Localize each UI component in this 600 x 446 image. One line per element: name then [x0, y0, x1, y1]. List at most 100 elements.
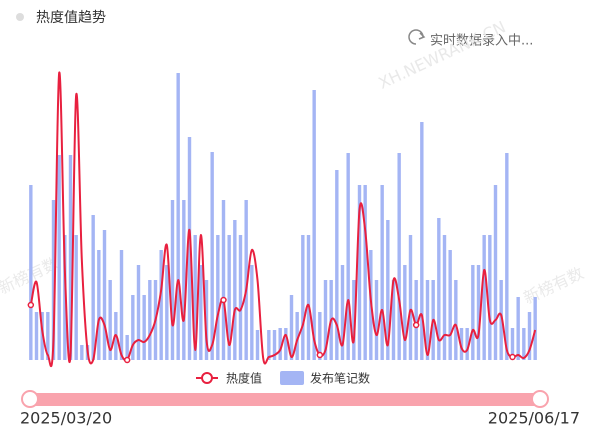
bar — [267, 330, 271, 360]
bar — [91, 215, 95, 360]
bar — [414, 280, 418, 360]
range-end: 2025/06/17 — [488, 409, 580, 428]
legend-label: 发布笔记数 — [310, 371, 370, 386]
bar — [68, 155, 73, 360]
bar — [29, 185, 33, 360]
legend-symbol — [201, 372, 213, 384]
bar — [306, 235, 311, 360]
status-text: 实时数据录入中... — [430, 34, 533, 49]
bar — [159, 250, 163, 360]
bar — [165, 265, 169, 360]
bar — [471, 265, 475, 360]
line-point — [27, 301, 35, 309]
bar — [374, 280, 379, 360]
bar — [244, 200, 248, 360]
bar — [408, 235, 413, 360]
range-slider-track[interactable] — [30, 393, 540, 406]
bar — [363, 185, 367, 360]
bar — [278, 328, 282, 360]
bar — [170, 200, 175, 360]
bar — [442, 235, 447, 360]
bar — [380, 185, 384, 360]
range-slider-handle[interactable] — [531, 390, 549, 408]
bar — [312, 90, 316, 360]
bar — [80, 345, 84, 360]
legend-symbol — [280, 371, 305, 385]
bar — [187, 137, 192, 360]
bar — [448, 250, 452, 360]
line-point — [412, 321, 420, 329]
bar — [522, 328, 526, 360]
bar — [34, 312, 39, 360]
legend-label: 热度值 — [226, 371, 262, 386]
bar — [46, 312, 50, 360]
bar — [289, 295, 294, 360]
bar — [499, 280, 503, 360]
bar — [63, 235, 67, 360]
bar — [459, 328, 464, 360]
bar — [425, 280, 430, 360]
bar — [97, 250, 101, 360]
line-point — [123, 356, 131, 364]
bar — [272, 330, 277, 360]
bar — [74, 235, 78, 360]
bar — [357, 185, 362, 360]
bar — [57, 155, 61, 360]
bar — [142, 295, 146, 360]
bar — [437, 218, 441, 360]
bar — [284, 328, 288, 360]
bar — [465, 328, 469, 360]
bar — [318, 312, 322, 360]
bar — [255, 330, 260, 360]
bar — [420, 122, 424, 360]
bar — [102, 230, 107, 360]
bar — [131, 295, 135, 360]
bar — [493, 185, 498, 360]
line-point — [220, 296, 227, 304]
title-dot — [16, 13, 24, 21]
bar — [510, 328, 515, 360]
bar — [340, 265, 345, 360]
bar — [323, 280, 328, 360]
bar — [193, 235, 197, 360]
bar — [250, 265, 254, 360]
bar — [391, 280, 396, 360]
bar — [119, 250, 124, 360]
status-icon — [408, 29, 426, 45]
line-point — [509, 353, 516, 361]
title: 热度值趋势 — [36, 10, 106, 26]
line-point — [316, 351, 324, 359]
line — [29, 71, 537, 368]
bar — [527, 312, 532, 360]
bar — [204, 280, 209, 360]
bar — [51, 200, 56, 360]
bar — [176, 73, 180, 360]
bar — [136, 265, 141, 360]
bar — [199, 265, 203, 360]
bar — [505, 153, 509, 360]
range-start: 2025/03/20 — [20, 409, 112, 428]
bar — [352, 280, 356, 360]
bar — [476, 265, 481, 360]
bar — [221, 200, 226, 360]
bar — [488, 235, 492, 360]
bar — [148, 280, 152, 360]
watermark: 新榜有数 — [521, 263, 587, 307]
bar — [516, 297, 520, 360]
bar — [301, 235, 305, 360]
bar — [454, 280, 458, 360]
bar — [533, 297, 537, 360]
bar — [216, 235, 220, 360]
bar — [346, 153, 350, 360]
bar — [233, 220, 237, 360]
range-slider-handle[interactable] — [21, 390, 39, 408]
bar — [386, 220, 390, 360]
bar — [295, 312, 299, 360]
watermark: XH.NEWRANK.CN — [376, 17, 509, 92]
bar — [397, 153, 401, 360]
bar — [108, 280, 112, 360]
bar — [335, 170, 339, 360]
bar — [227, 235, 231, 360]
